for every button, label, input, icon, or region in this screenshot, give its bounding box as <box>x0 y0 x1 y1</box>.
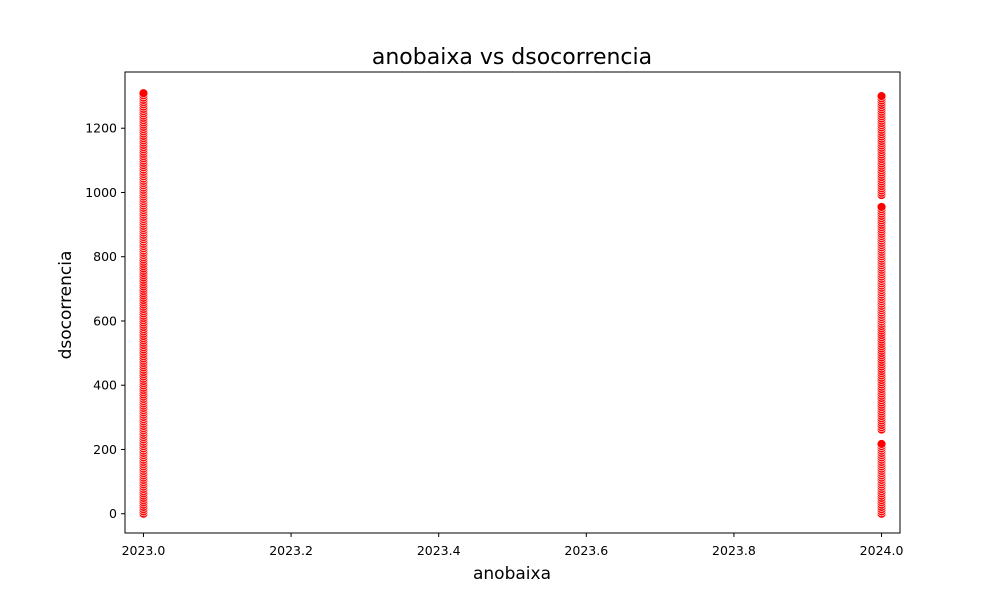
scatter-point <box>876 91 887 101</box>
y-tick-label: 800 <box>93 249 117 264</box>
x-tick-label: 2024.0 <box>860 543 904 558</box>
scatter-point <box>876 439 887 449</box>
data-points <box>138 88 887 519</box>
x-tick-label: 2023.0 <box>122 543 166 558</box>
x-tick-label: 2023.6 <box>564 543 608 558</box>
y-axis-ticks: 0 200 400 600 800 1000 1200 <box>85 121 125 521</box>
scatter-point <box>138 88 149 98</box>
plot-frame <box>124 71 901 534</box>
y-tick-label: 400 <box>93 378 117 393</box>
y-tick-label: 0 <box>109 506 117 521</box>
scatter-point <box>876 202 887 212</box>
chart-title: anobaixa vs dsocorrencia <box>372 45 652 70</box>
x-tick-label: 2023.8 <box>712 543 756 558</box>
x-axis-ticks: 2023.0 2023.2 2023.4 2023.6 2023.8 2024.0 <box>122 533 904 558</box>
y-tick-label: 600 <box>93 313 117 328</box>
y-tick-label: 1000 <box>85 185 117 200</box>
x-axis-label: anobaixa <box>473 564 551 584</box>
x-tick-label: 2023.4 <box>417 543 461 558</box>
y-axis-label: dsocorrencia <box>56 251 76 360</box>
y-tick-label: 1200 <box>85 121 117 136</box>
x-tick-label: 2023.2 <box>269 543 313 558</box>
y-tick-label: 200 <box>93 442 117 457</box>
